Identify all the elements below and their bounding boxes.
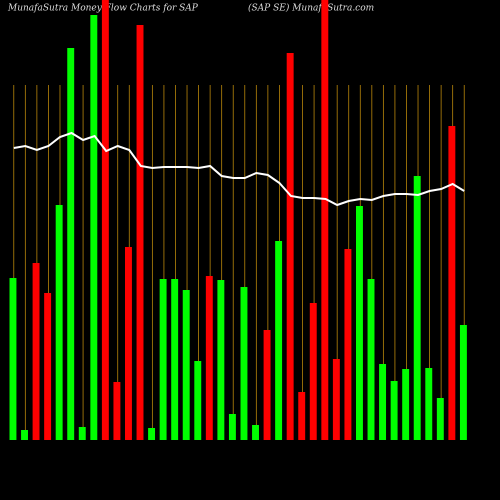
bar (9, 278, 17, 440)
bar (252, 425, 259, 440)
bar (436, 398, 444, 440)
bar (21, 430, 28, 440)
bar (263, 330, 271, 440)
bar (125, 247, 132, 440)
bar (448, 126, 456, 440)
bar (148, 428, 156, 440)
bar (171, 279, 179, 440)
bar (332, 359, 340, 440)
bar (298, 392, 306, 440)
bar (205, 276, 213, 440)
bar (413, 176, 421, 440)
bar (286, 53, 294, 440)
bar (240, 287, 248, 440)
bar (113, 382, 121, 440)
bar (217, 280, 225, 440)
bar (275, 241, 283, 440)
bar (67, 48, 75, 440)
price-line (13, 131, 465, 207)
bar (459, 325, 467, 440)
bar (78, 427, 86, 440)
bar (44, 293, 52, 440)
bar (321, 0, 329, 440)
bar (32, 263, 40, 440)
bar (309, 303, 317, 440)
chart-subtitle: (SAP SE) MunafaSutra.com (248, 3, 374, 14)
bar (390, 381, 398, 440)
bar (136, 25, 144, 440)
bar (90, 15, 98, 440)
bar (379, 364, 387, 440)
bar (344, 249, 352, 440)
bar (182, 290, 190, 440)
bar (367, 279, 375, 440)
bar (356, 206, 363, 440)
bar (425, 368, 433, 440)
bar (194, 361, 202, 440)
bar (101, 0, 109, 440)
bar (55, 205, 63, 440)
bar (228, 414, 236, 440)
bar (402, 369, 410, 440)
bar (159, 279, 167, 440)
